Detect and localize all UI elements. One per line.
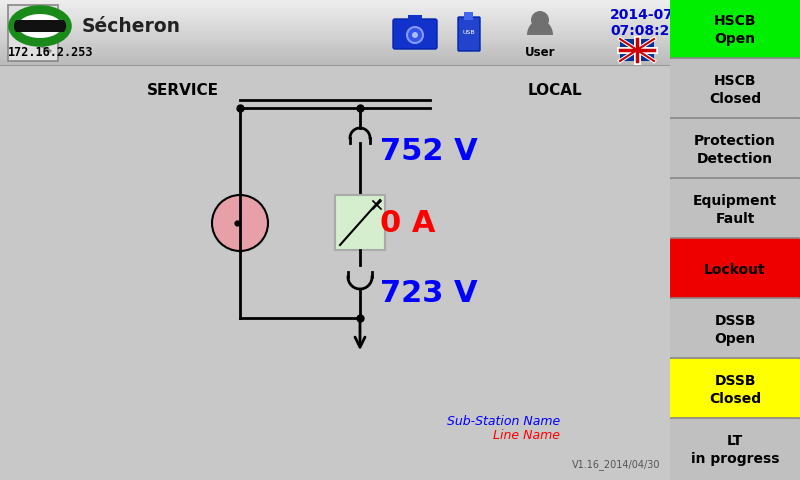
Bar bbox=[0, 0, 670, 1]
Bar bbox=[0, 22, 670, 24]
Ellipse shape bbox=[18, 14, 62, 38]
Bar bbox=[0, 7, 670, 8]
Bar bbox=[0, 36, 670, 38]
Bar bbox=[0, 62, 670, 64]
Bar bbox=[0, 17, 670, 18]
Bar bbox=[335, 195, 385, 250]
Bar bbox=[8, 5, 58, 61]
Bar bbox=[0, 29, 670, 30]
Bar bbox=[0, 12, 670, 13]
FancyBboxPatch shape bbox=[668, 178, 800, 242]
FancyBboxPatch shape bbox=[668, 418, 800, 480]
Text: LT
in progress: LT in progress bbox=[690, 434, 779, 466]
Bar bbox=[0, 57, 670, 59]
Bar bbox=[0, 48, 670, 49]
Text: DSSB
Open: DSSB Open bbox=[714, 314, 756, 346]
Bar bbox=[0, 64, 670, 65]
Bar bbox=[0, 51, 670, 52]
Text: LOCAL: LOCAL bbox=[528, 83, 582, 98]
Text: 752 V: 752 V bbox=[380, 137, 478, 167]
Bar bbox=[0, 11, 670, 12]
Text: HSCB
Closed: HSCB Closed bbox=[709, 74, 761, 106]
Text: 0 A: 0 A bbox=[380, 208, 435, 238]
Bar bbox=[0, 55, 670, 56]
FancyBboxPatch shape bbox=[668, 118, 800, 182]
Bar bbox=[0, 34, 670, 35]
Bar bbox=[0, 40, 670, 42]
Bar bbox=[0, 13, 670, 14]
Bar bbox=[0, 39, 670, 40]
Bar bbox=[0, 61, 670, 62]
Bar bbox=[0, 59, 670, 60]
Text: V1.16_2014/04/30: V1.16_2014/04/30 bbox=[571, 459, 660, 470]
Bar bbox=[0, 30, 670, 31]
Text: Line Name: Line Name bbox=[493, 429, 560, 442]
Ellipse shape bbox=[11, 8, 69, 44]
Bar bbox=[0, 35, 670, 36]
Bar bbox=[464, 12, 473, 20]
Text: SERVICE: SERVICE bbox=[147, 83, 219, 98]
Bar bbox=[0, 9, 670, 11]
Bar bbox=[0, 52, 670, 53]
FancyBboxPatch shape bbox=[668, 358, 800, 422]
Bar bbox=[0, 18, 670, 20]
Circle shape bbox=[407, 27, 423, 43]
Text: Lockout: Lockout bbox=[704, 263, 766, 277]
Text: Sub-Station Name: Sub-Station Name bbox=[446, 415, 560, 428]
Bar bbox=[0, 47, 670, 48]
Bar bbox=[0, 1, 670, 2]
Bar bbox=[620, 39, 654, 61]
Text: 172.16.2.253: 172.16.2.253 bbox=[8, 46, 94, 59]
Text: 2014-07-23: 2014-07-23 bbox=[610, 8, 699, 22]
Bar bbox=[0, 60, 670, 61]
FancyBboxPatch shape bbox=[458, 17, 480, 51]
Text: Sécheron: Sécheron bbox=[82, 16, 181, 36]
Bar bbox=[0, 46, 670, 47]
Text: 07:08:22: 07:08:22 bbox=[610, 24, 679, 38]
Bar bbox=[0, 38, 670, 39]
Bar bbox=[0, 26, 670, 27]
Bar bbox=[0, 15, 670, 17]
FancyBboxPatch shape bbox=[668, 0, 800, 62]
Bar bbox=[0, 24, 670, 26]
Circle shape bbox=[531, 11, 549, 29]
Text: Protection
Detection: Protection Detection bbox=[694, 134, 776, 166]
Bar bbox=[0, 43, 670, 44]
FancyBboxPatch shape bbox=[668, 298, 800, 362]
Bar bbox=[14, 20, 68, 32]
Bar bbox=[0, 14, 670, 16]
Circle shape bbox=[412, 32, 418, 38]
Text: DSSB
Closed: DSSB Closed bbox=[709, 374, 761, 406]
Bar bbox=[0, 31, 670, 33]
Bar bbox=[0, 21, 670, 22]
Bar bbox=[0, 27, 670, 29]
Bar bbox=[0, 42, 670, 43]
Text: USB: USB bbox=[462, 29, 475, 35]
Text: Equipment
Fault: Equipment Fault bbox=[693, 194, 777, 226]
Bar bbox=[0, 49, 670, 51]
Text: 723 V: 723 V bbox=[380, 279, 478, 309]
Bar bbox=[0, 8, 670, 9]
Bar bbox=[0, 56, 670, 57]
FancyBboxPatch shape bbox=[668, 58, 800, 122]
Bar bbox=[0, 44, 670, 46]
Bar bbox=[0, 4, 670, 5]
Text: HSCB
Open: HSCB Open bbox=[714, 14, 756, 46]
Circle shape bbox=[212, 195, 268, 251]
Bar bbox=[0, 5, 670, 7]
Bar bbox=[0, 2, 670, 4]
Bar bbox=[0, 53, 670, 55]
Bar bbox=[0, 20, 670, 21]
Bar bbox=[0, 33, 670, 34]
FancyBboxPatch shape bbox=[393, 19, 437, 49]
FancyBboxPatch shape bbox=[668, 238, 800, 302]
Bar bbox=[408, 15, 422, 22]
Text: User: User bbox=[525, 46, 555, 59]
